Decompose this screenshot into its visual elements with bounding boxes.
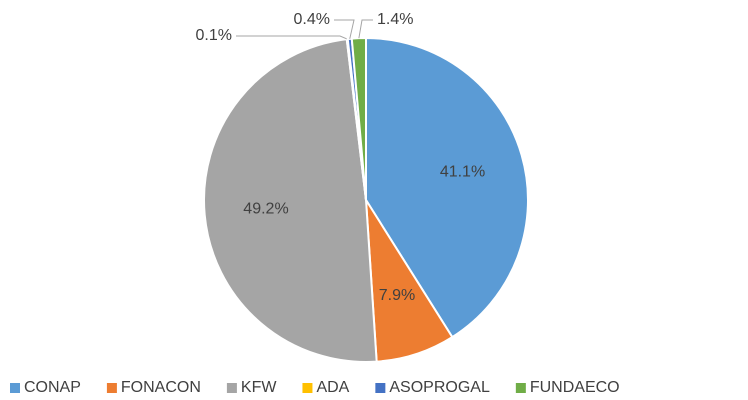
pie-slice [365,36,529,339]
data-label: 0.1% [196,27,232,44]
legend-label: ASOPROGAL [389,379,490,396]
data-label: 41.1% [440,163,485,180]
legend-label: CONAP [24,379,81,396]
legend-swatch [375,383,386,393]
pie-slice [350,36,367,201]
data-label: 1.4% [377,11,413,28]
legend-label: ADA [316,379,349,396]
leader-line [358,19,373,39]
data-label: 49.2% [243,201,288,218]
legend-swatch [226,383,237,393]
data-label: 7.9% [379,287,415,304]
legend-swatch [106,383,117,393]
legend-label: FONACON [121,379,201,396]
legend-label: FUNDAECO [530,379,620,396]
legend-label: KFW [241,379,277,396]
legend-swatch [302,383,313,393]
leader-line [236,35,348,40]
legend-swatch [10,383,20,393]
data-label: 0.4% [294,11,330,28]
pie-slice [203,38,378,363]
legend-swatch [515,383,526,393]
leader-line [334,19,355,39]
